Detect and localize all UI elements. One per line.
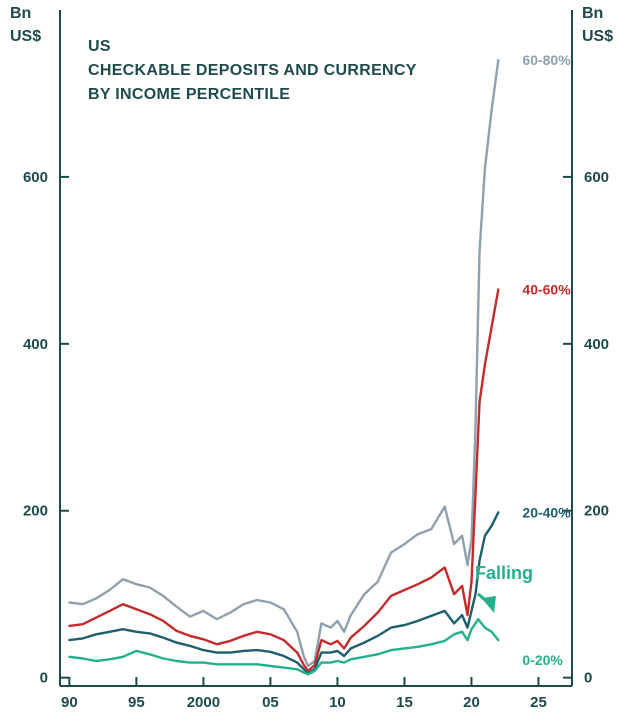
title-line-1: US [88,38,111,55]
arrowhead-icon [482,596,496,613]
left-unit-line-2: US$ [10,28,41,45]
series-label-40-60%: 40-60% [522,282,571,298]
y-tick-label-right: 0 [584,670,592,687]
y-tick-label-left: 600 [23,169,48,186]
series-label-0-20%: 0-20% [522,652,563,668]
left-unit-line-1: Bn [10,5,31,22]
x-tick-label: 2000 [187,694,220,711]
x-tick-label: 25 [530,694,547,711]
y-tick-label-left: 400 [23,336,48,353]
series-labels: 60-80% 40-60% 20-40% 0-20% [522,52,571,668]
series-layer [68,58,500,676]
series-line-20-40% [68,511,500,675]
right-unit-line-2: US$ [582,28,613,45]
x-tick-label: 20 [463,694,480,711]
axes: 0 0 200 200 400 400 600 600 90 95 2000 05 10 15 20 25 [23,10,609,711]
x-tick-label: 95 [128,694,145,711]
series-line-60-80% [68,58,500,668]
y-tick-label-right: 400 [584,336,609,353]
series-label-60-80%: 60-80% [522,52,571,68]
series-label-20-40%: 20-40% [522,504,571,520]
y-tick-label-right: 600 [584,169,609,186]
right-unit-line-1: Bn [582,5,603,22]
title: US CHECKABLE DEPOSITS AND CURRENCY BY IN… [88,38,417,103]
x-tick-label: 15 [396,694,413,711]
title-line-2: CHECKABLE DEPOSITS AND CURRENCY [88,62,417,79]
series-line-0-20% [68,618,500,676]
y-tick-label-left: 200 [23,503,48,520]
title-line-3: BY INCOME PERCENTILE [88,86,290,103]
x-tick-label: 10 [329,694,346,711]
x-tick-label: 05 [262,694,279,711]
falling-annotation: Falling [475,563,533,613]
y-tick-label-left: 0 [40,670,48,687]
x-tick-label: 90 [61,694,78,711]
annotation-text: Falling [475,563,533,583]
series-line-40-60% [68,288,500,673]
y-tick-label-right: 200 [584,503,609,520]
